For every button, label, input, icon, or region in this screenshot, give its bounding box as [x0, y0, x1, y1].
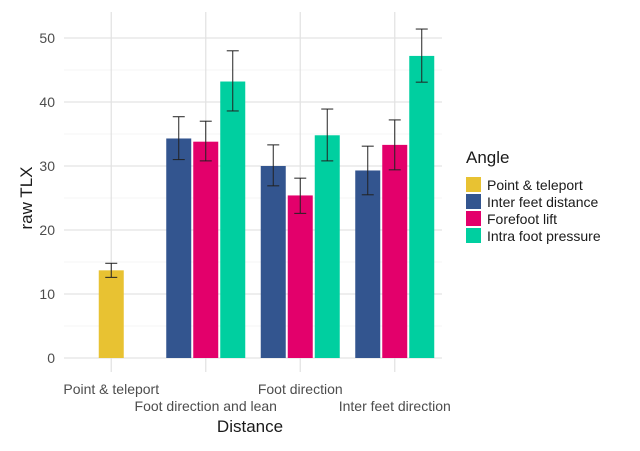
- legend-swatch: [466, 194, 481, 209]
- x-tick-label: Foot direction: [258, 381, 343, 397]
- bar: [166, 138, 192, 358]
- y-tick-label: 40: [39, 94, 55, 110]
- error-bar: [267, 144, 280, 187]
- bar: [220, 81, 246, 359]
- bar: [382, 144, 408, 358]
- x-tick-label: Point & teleport: [63, 381, 159, 397]
- legend-items: Point & teleport Inter feet distance Foref…: [466, 176, 601, 244]
- legend-title: Angle: [466, 148, 510, 167]
- error-bar: [294, 177, 307, 214]
- y-tick-label: 50: [39, 30, 55, 46]
- error-bar: [388, 119, 401, 171]
- error-bars: [105, 28, 428, 278]
- legend-item: Inter feet distance: [466, 193, 601, 210]
- legend-swatch: [466, 177, 481, 192]
- x-axis-label: Distance: [217, 417, 283, 436]
- legend-item: Forefoot lift: [466, 210, 601, 227]
- legend-label: Forefoot lift: [487, 210, 558, 227]
- error-bar: [172, 116, 185, 161]
- y-tick-labels: 0 10 20 30 40 50: [39, 30, 55, 366]
- bar: [287, 195, 313, 358]
- bar: [355, 170, 381, 358]
- error-bar: [199, 120, 212, 162]
- y-tick-label: 10: [39, 286, 55, 302]
- legend-label: Intra foot pressure: [487, 227, 601, 244]
- x-tick-label: Inter feet direction: [339, 398, 451, 414]
- y-axis-label: raw TLX: [17, 167, 36, 230]
- error-bar: [415, 28, 428, 83]
- y-tick-label: 0: [47, 350, 55, 366]
- bar: [314, 135, 340, 358]
- legend-swatch: [466, 211, 481, 226]
- bar: [193, 141, 219, 358]
- legend-item: Point & teleport: [466, 176, 601, 193]
- bar: [409, 55, 435, 359]
- legend-label: Point & teleport: [487, 176, 583, 193]
- bar: [98, 270, 124, 358]
- y-tick-label: 30: [39, 158, 55, 174]
- bar: [260, 166, 286, 358]
- error-bar: [361, 145, 374, 196]
- x-tick-label: Foot direction and lean: [135, 398, 277, 414]
- bars: [98, 55, 435, 359]
- error-bar: [321, 108, 334, 162]
- legend-item: Intra foot pressure: [466, 227, 601, 244]
- legend-swatch: [466, 228, 481, 243]
- error-bar: [105, 262, 118, 278]
- legend: Angle Point & teleport Inter feet distanc…: [466, 148, 601, 244]
- y-tick-label: 20: [39, 222, 55, 238]
- legend-label: Inter feet distance: [487, 193, 599, 210]
- error-bar: [226, 50, 239, 112]
